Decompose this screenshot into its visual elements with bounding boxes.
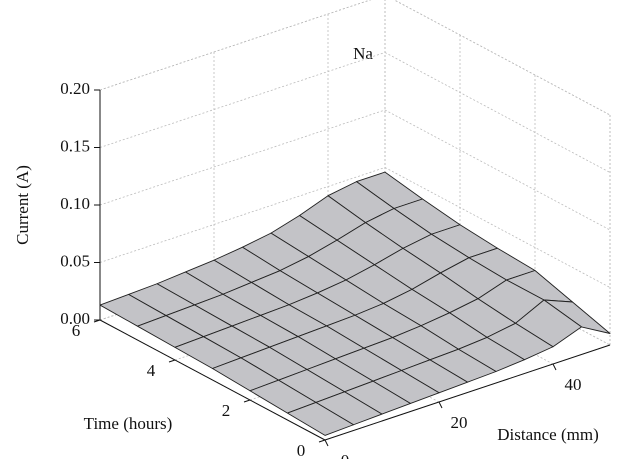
- y-tick-label: 0: [297, 441, 306, 459]
- grid-line: [99, 0, 372, 91]
- wall-edge: [393, 0, 611, 116]
- surface-cell: [287, 402, 354, 436]
- y-tick: [93, 319, 101, 323]
- grid-line: [393, 0, 611, 116]
- y-tick-label: 4: [147, 361, 156, 380]
- z-tick-label: 0.05: [60, 251, 90, 270]
- y-tick: [318, 439, 326, 443]
- z-tick-label: 0.15: [60, 136, 90, 155]
- x-tick-label: 20: [451, 413, 468, 432]
- z-axis-title: Current (A): [13, 165, 32, 245]
- y-tick-label: 2: [222, 401, 231, 420]
- x-tick-label: 0: [341, 451, 350, 459]
- grid-line: [99, 52, 386, 148]
- x-tick: [438, 401, 443, 409]
- wall-edge: [99, 0, 372, 91]
- z-tick-label: 0.10: [60, 194, 90, 213]
- x-axis-title: Distance (mm): [497, 425, 599, 444]
- z-tick-label: 0.20: [60, 79, 90, 98]
- x-tick: [324, 439, 329, 447]
- y-axis-title: Time (hours): [84, 414, 173, 433]
- y-tick: [243, 399, 251, 403]
- grid-line: [384, 109, 611, 231]
- y-tick: [168, 359, 176, 363]
- annotation: Na: [353, 44, 373, 63]
- y-axis: [99, 319, 326, 441]
- y-tick-label: 6: [72, 321, 81, 340]
- x-tick-label: 40: [565, 375, 582, 394]
- x-tick: [552, 363, 557, 371]
- grid-line: [384, 167, 611, 288]
- grid-line: [384, 52, 611, 173]
- z-tick-label: 0.00: [60, 309, 90, 328]
- x-axis: [324, 344, 611, 441]
